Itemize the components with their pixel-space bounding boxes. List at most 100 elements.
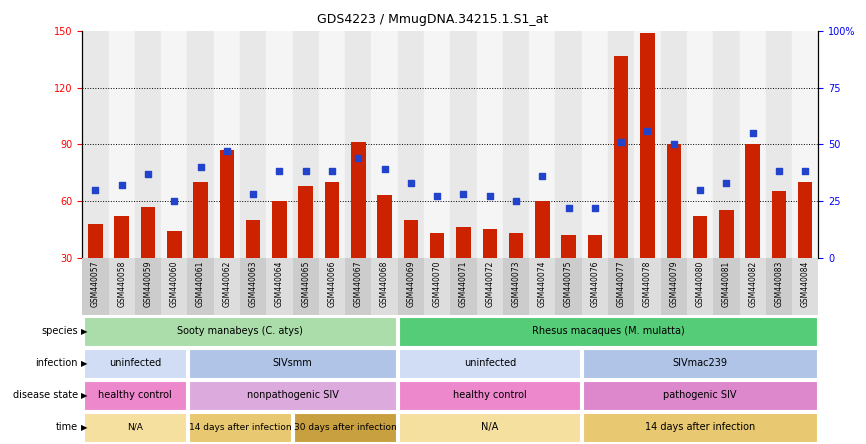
Point — [483, 193, 497, 200]
Bar — [135, 258, 161, 315]
Bar — [719, 210, 734, 258]
Bar — [456, 227, 471, 258]
Point — [667, 141, 681, 148]
Text: GSM440084: GSM440084 — [801, 260, 810, 307]
Bar — [399, 413, 580, 441]
Bar — [397, 258, 424, 315]
Bar — [535, 201, 550, 258]
Bar — [346, 258, 372, 315]
Bar — [372, 31, 397, 258]
Bar — [582, 258, 608, 315]
Point — [246, 190, 260, 198]
Bar — [529, 31, 555, 258]
Bar — [583, 349, 817, 377]
Bar — [476, 258, 503, 315]
Bar — [588, 235, 602, 258]
Text: GSM440058: GSM440058 — [117, 260, 126, 307]
Text: GSM440076: GSM440076 — [591, 260, 599, 307]
Text: uninfected: uninfected — [109, 358, 161, 368]
Text: GSM440083: GSM440083 — [774, 260, 784, 307]
Bar — [766, 258, 792, 315]
Bar — [108, 31, 135, 258]
Bar — [293, 258, 319, 315]
Point — [404, 179, 417, 186]
Text: 14 days after infection: 14 days after infection — [645, 422, 755, 432]
Bar — [746, 144, 759, 258]
Text: 14 days after infection: 14 days after infection — [189, 423, 291, 432]
Text: GDS4223 / MmugDNA.34215.1.S1_at: GDS4223 / MmugDNA.34215.1.S1_at — [317, 13, 549, 26]
Bar — [187, 31, 214, 258]
Bar — [561, 235, 576, 258]
Bar — [503, 258, 529, 315]
Text: GSM440061: GSM440061 — [196, 260, 205, 307]
Bar — [667, 144, 681, 258]
Text: GSM440068: GSM440068 — [380, 260, 389, 307]
Text: nonpathogenic SIV: nonpathogenic SIV — [247, 390, 339, 400]
Bar — [424, 258, 450, 315]
Point — [325, 168, 339, 175]
Point — [588, 204, 602, 211]
Bar — [399, 317, 817, 345]
Text: 30 days after infection: 30 days after infection — [294, 423, 397, 432]
Text: species: species — [42, 326, 78, 336]
Text: GSM440071: GSM440071 — [459, 260, 468, 307]
Bar — [740, 31, 766, 258]
Point — [141, 170, 155, 177]
Bar — [319, 258, 346, 315]
Text: GSM440077: GSM440077 — [617, 260, 626, 307]
Text: uninfected: uninfected — [463, 358, 516, 368]
Bar — [240, 31, 267, 258]
Bar — [450, 31, 476, 258]
Text: GSM440079: GSM440079 — [669, 260, 678, 307]
Point — [798, 168, 812, 175]
Point — [562, 204, 576, 211]
Text: ▶: ▶ — [81, 423, 88, 432]
Bar — [661, 258, 687, 315]
Point — [273, 168, 287, 175]
Text: disease state: disease state — [13, 390, 78, 400]
Bar — [214, 258, 240, 315]
Text: GSM440070: GSM440070 — [433, 260, 442, 307]
Bar — [640, 33, 655, 258]
Bar — [397, 31, 424, 258]
Bar — [267, 31, 293, 258]
Point — [299, 168, 313, 175]
Bar — [82, 31, 108, 258]
Text: GSM440057: GSM440057 — [91, 260, 100, 307]
Bar — [319, 31, 346, 258]
Text: GSM440073: GSM440073 — [512, 260, 520, 307]
Bar — [108, 258, 135, 315]
Text: healthy control: healthy control — [98, 390, 171, 400]
Bar — [293, 31, 319, 258]
Text: Rhesus macaques (M. mulatta): Rhesus macaques (M. mulatta) — [532, 326, 684, 336]
Text: GSM440081: GSM440081 — [722, 260, 731, 307]
Text: Sooty manabeys (C. atys): Sooty manabeys (C. atys) — [177, 326, 303, 336]
Point — [456, 190, 470, 198]
Text: GSM440078: GSM440078 — [643, 260, 652, 307]
Bar — [135, 31, 161, 258]
Bar — [189, 349, 397, 377]
Text: infection: infection — [36, 358, 78, 368]
Text: pathogenic SIV: pathogenic SIV — [663, 390, 737, 400]
Bar — [424, 31, 450, 258]
Bar — [555, 258, 582, 315]
Point — [641, 127, 655, 134]
Bar — [430, 233, 444, 258]
Text: time: time — [55, 422, 78, 432]
Text: GSM440059: GSM440059 — [144, 260, 152, 307]
Bar — [84, 381, 186, 409]
Text: GSM440062: GSM440062 — [223, 260, 231, 307]
Bar — [372, 258, 397, 315]
Bar — [325, 182, 339, 258]
Bar — [294, 413, 397, 441]
Bar — [88, 224, 103, 258]
Bar — [714, 31, 740, 258]
Bar — [114, 216, 129, 258]
Point — [509, 198, 523, 205]
Bar — [161, 258, 187, 315]
Bar — [740, 258, 766, 315]
Bar — [84, 317, 397, 345]
Point — [535, 172, 549, 179]
Text: GSM440067: GSM440067 — [354, 260, 363, 307]
Text: SIVsmm: SIVsmm — [273, 358, 313, 368]
